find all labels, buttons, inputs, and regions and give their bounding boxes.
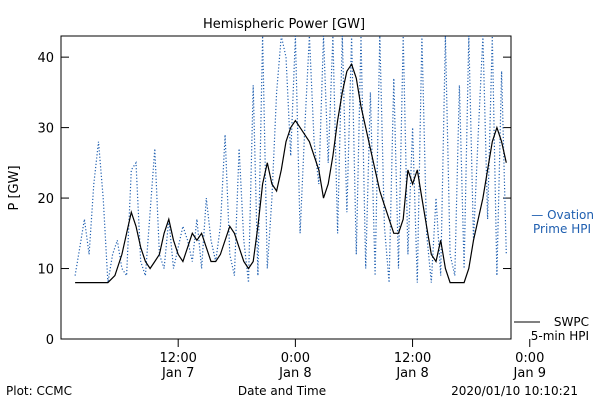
x-tick-label-date: Jan 7 [161,366,194,381]
plot-credit: Plot: CCMC [6,384,72,398]
series-group [74,35,507,284]
chart-title: Hemispheric Power [GW] [203,17,365,32]
legend-ovation-line2: Prime HPI [533,222,591,236]
y-tick-label: 10 [37,263,54,278]
y-tick-label: 20 [37,192,54,207]
x-axis-label: Date and Time [238,384,326,398]
x-tick-label-date: Jan 8 [395,366,428,381]
legend-swpc-line2: 5-min HPI [531,329,589,343]
y-axis-ticks: 0 10 20 30 40 [37,51,511,348]
x-tick-label-time: 12:00 [159,351,196,366]
y-tick-label: 40 [37,51,54,66]
y-tick-label: 0 [46,333,54,348]
swpc-series-line [75,62,507,284]
x-tick-label-time: 0:00 [515,351,544,366]
y-axis-label: P [GW] [7,165,22,210]
plot-frame [60,35,512,340]
x-tick-label-time: 0:00 [281,351,310,366]
legend-swpc-line1: SWPC [554,315,589,329]
legend-ovation-line1: — Ovation [531,208,594,222]
y-tick-label: 30 [37,122,54,137]
x-tick-label-time: 12:00 [394,351,431,366]
x-tick-label-date: Jan 8 [278,366,311,381]
timestamp: 2020/01/10 10:10:21 [451,384,578,398]
x-tick-label-date: Jan 9 [513,366,546,381]
